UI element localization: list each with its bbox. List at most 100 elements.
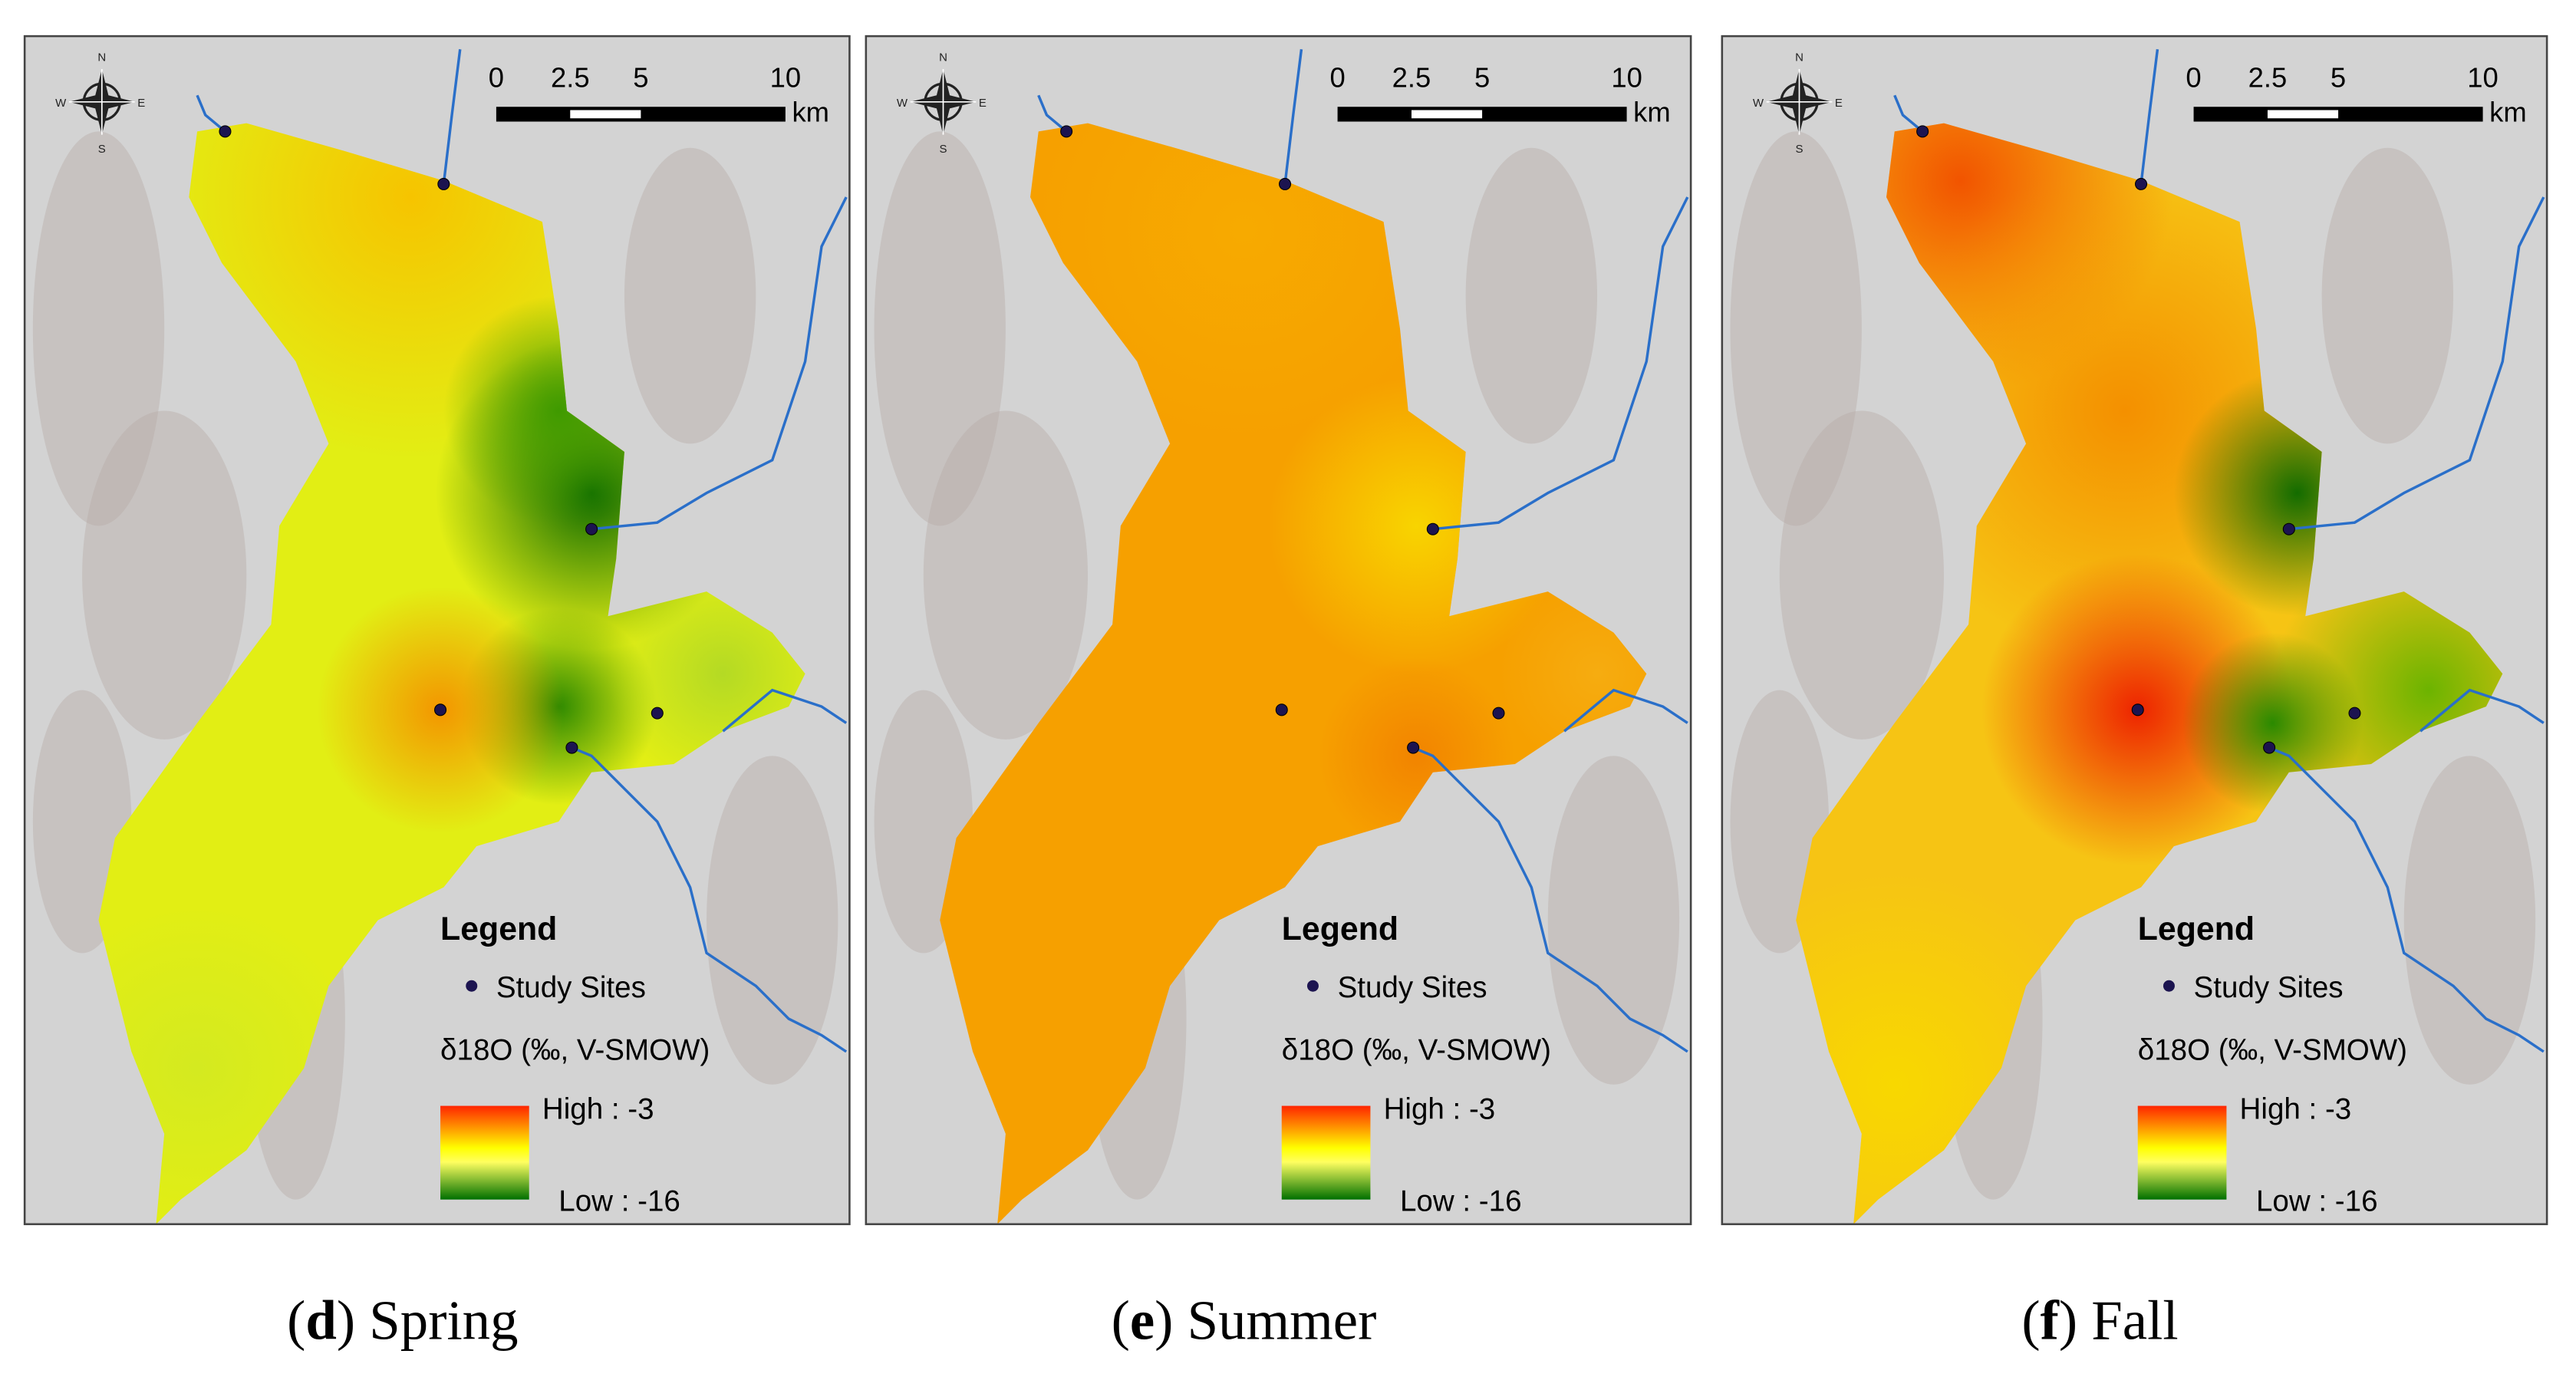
- scale-label: 2.5: [1392, 62, 1431, 94]
- compass: N S E W: [897, 51, 987, 156]
- river: [2288, 196, 2545, 531]
- hillshade: [707, 756, 838, 1085]
- study-site: [1492, 707, 1505, 720]
- legend-site-marker: [466, 980, 478, 992]
- panel-caption: (f) Fall: [2021, 1290, 2178, 1352]
- legend-variable-label: δ18O (‰, V-SMOW): [2138, 1034, 2407, 1067]
- hillshade: [1730, 131, 1862, 526]
- caption-part: (: [1112, 1290, 1130, 1352]
- study-site: [1407, 741, 1420, 754]
- legend-high-label: High : -3: [1384, 1093, 1496, 1126]
- study-site: [1279, 177, 1292, 190]
- river: [722, 688, 848, 733]
- compass-letter: S: [1795, 143, 1803, 156]
- river: [1037, 94, 1068, 133]
- scale-unit: km: [792, 97, 829, 128]
- compass-star-inner: [68, 68, 135, 135]
- hillshade: [1779, 410, 1944, 740]
- surface-blob: [1498, 575, 1647, 773]
- scale-label: 2.5: [551, 62, 590, 94]
- hillshade: [82, 410, 247, 740]
- river: [442, 49, 462, 185]
- study-site: [2131, 703, 2144, 717]
- compass-letter: E: [1835, 97, 1843, 110]
- compass-letter: S: [98, 143, 106, 156]
- scale-label: 5: [1474, 62, 1490, 94]
- legend-sites-label: Study Sites: [2194, 971, 2344, 1004]
- study-site: [1060, 125, 1073, 138]
- legend-title: Legend: [2138, 911, 2255, 947]
- hillshade: [1547, 756, 1680, 1085]
- compass: N S E W: [55, 51, 145, 156]
- compass-star-inner: [1766, 68, 1833, 135]
- surface-blob: [1030, 123, 1458, 444]
- study-site: [434, 703, 447, 717]
- caption-part: d: [305, 1290, 337, 1352]
- hillshade: [624, 147, 756, 444]
- scale-label: 0: [2186, 62, 2201, 94]
- study-area: [940, 123, 1647, 1224]
- caption-part: (: [2021, 1290, 2040, 1352]
- caption-part: ) Fall: [2059, 1290, 2179, 1352]
- caption-part: e: [1130, 1290, 1155, 1352]
- river: [2268, 746, 2545, 1053]
- hillshade: [2321, 147, 2454, 444]
- caption-part: ) Spring: [337, 1290, 519, 1352]
- study-site: [651, 707, 664, 720]
- compass-letter: S: [940, 143, 947, 156]
- study-site: [1426, 522, 1439, 535]
- caption-part: ) Summer: [1155, 1290, 1376, 1352]
- scale-bar-segment: [1411, 110, 1483, 119]
- study-site: [2282, 522, 2295, 535]
- river: [1432, 196, 1689, 531]
- legend-low-label: Low : -16: [558, 1185, 680, 1218]
- study-site: [2263, 741, 2276, 754]
- study-site: [219, 125, 232, 138]
- river: [571, 746, 848, 1053]
- compass-letter: W: [897, 97, 908, 110]
- legend-site-marker: [1306, 980, 1319, 992]
- compass-letter: N: [97, 51, 106, 64]
- compass-star-inner: [910, 68, 977, 135]
- scale-unit: km: [2489, 97, 2527, 128]
- legend-variable-label: δ18O (‰, V-SMOW): [1282, 1034, 1551, 1067]
- legend-color-ramp: [2137, 1105, 2227, 1200]
- compass-letter: N: [939, 51, 947, 64]
- study-site: [1916, 125, 1929, 138]
- hillshade: [32, 131, 165, 526]
- scale-bar-segment: [570, 110, 641, 119]
- panel-caption: (d) Spring: [287, 1290, 518, 1352]
- compass-letter: E: [137, 97, 145, 110]
- surface-blob: [2182, 632, 2364, 814]
- legend-sites-label: Study Sites: [1338, 971, 1487, 1004]
- river: [196, 94, 226, 133]
- study-site: [437, 177, 450, 190]
- legend-color-ramp: [440, 1105, 529, 1200]
- panel-frame: [23, 35, 851, 1226]
- legend-site-marker: [2163, 980, 2175, 992]
- legend-title: Legend: [1282, 911, 1398, 947]
- study-site: [565, 741, 578, 754]
- scale-label: 10: [1611, 62, 1642, 94]
- panel-caption: (e) Summer: [1112, 1290, 1377, 1352]
- scale-label: 2.5: [2248, 62, 2288, 94]
- scale-bar-segment: [2267, 110, 2339, 119]
- river: [1283, 49, 1303, 185]
- scale-label: 10: [770, 62, 802, 94]
- river: [1563, 688, 1688, 733]
- panel-frame: [1721, 35, 2548, 1226]
- legend-title: Legend: [440, 911, 557, 947]
- hillshade: [874, 131, 1006, 526]
- scale-label: 5: [633, 62, 648, 94]
- legend-color-ramp: [1281, 1105, 1371, 1200]
- legend-low-label: Low : -16: [2256, 1185, 2378, 1218]
- compass: N S E W: [1753, 51, 1843, 156]
- river: [1893, 94, 1924, 133]
- compass-letter: W: [1753, 97, 1764, 110]
- legend-high-label: High : -3: [542, 1093, 654, 1126]
- caption-part: (: [287, 1290, 305, 1352]
